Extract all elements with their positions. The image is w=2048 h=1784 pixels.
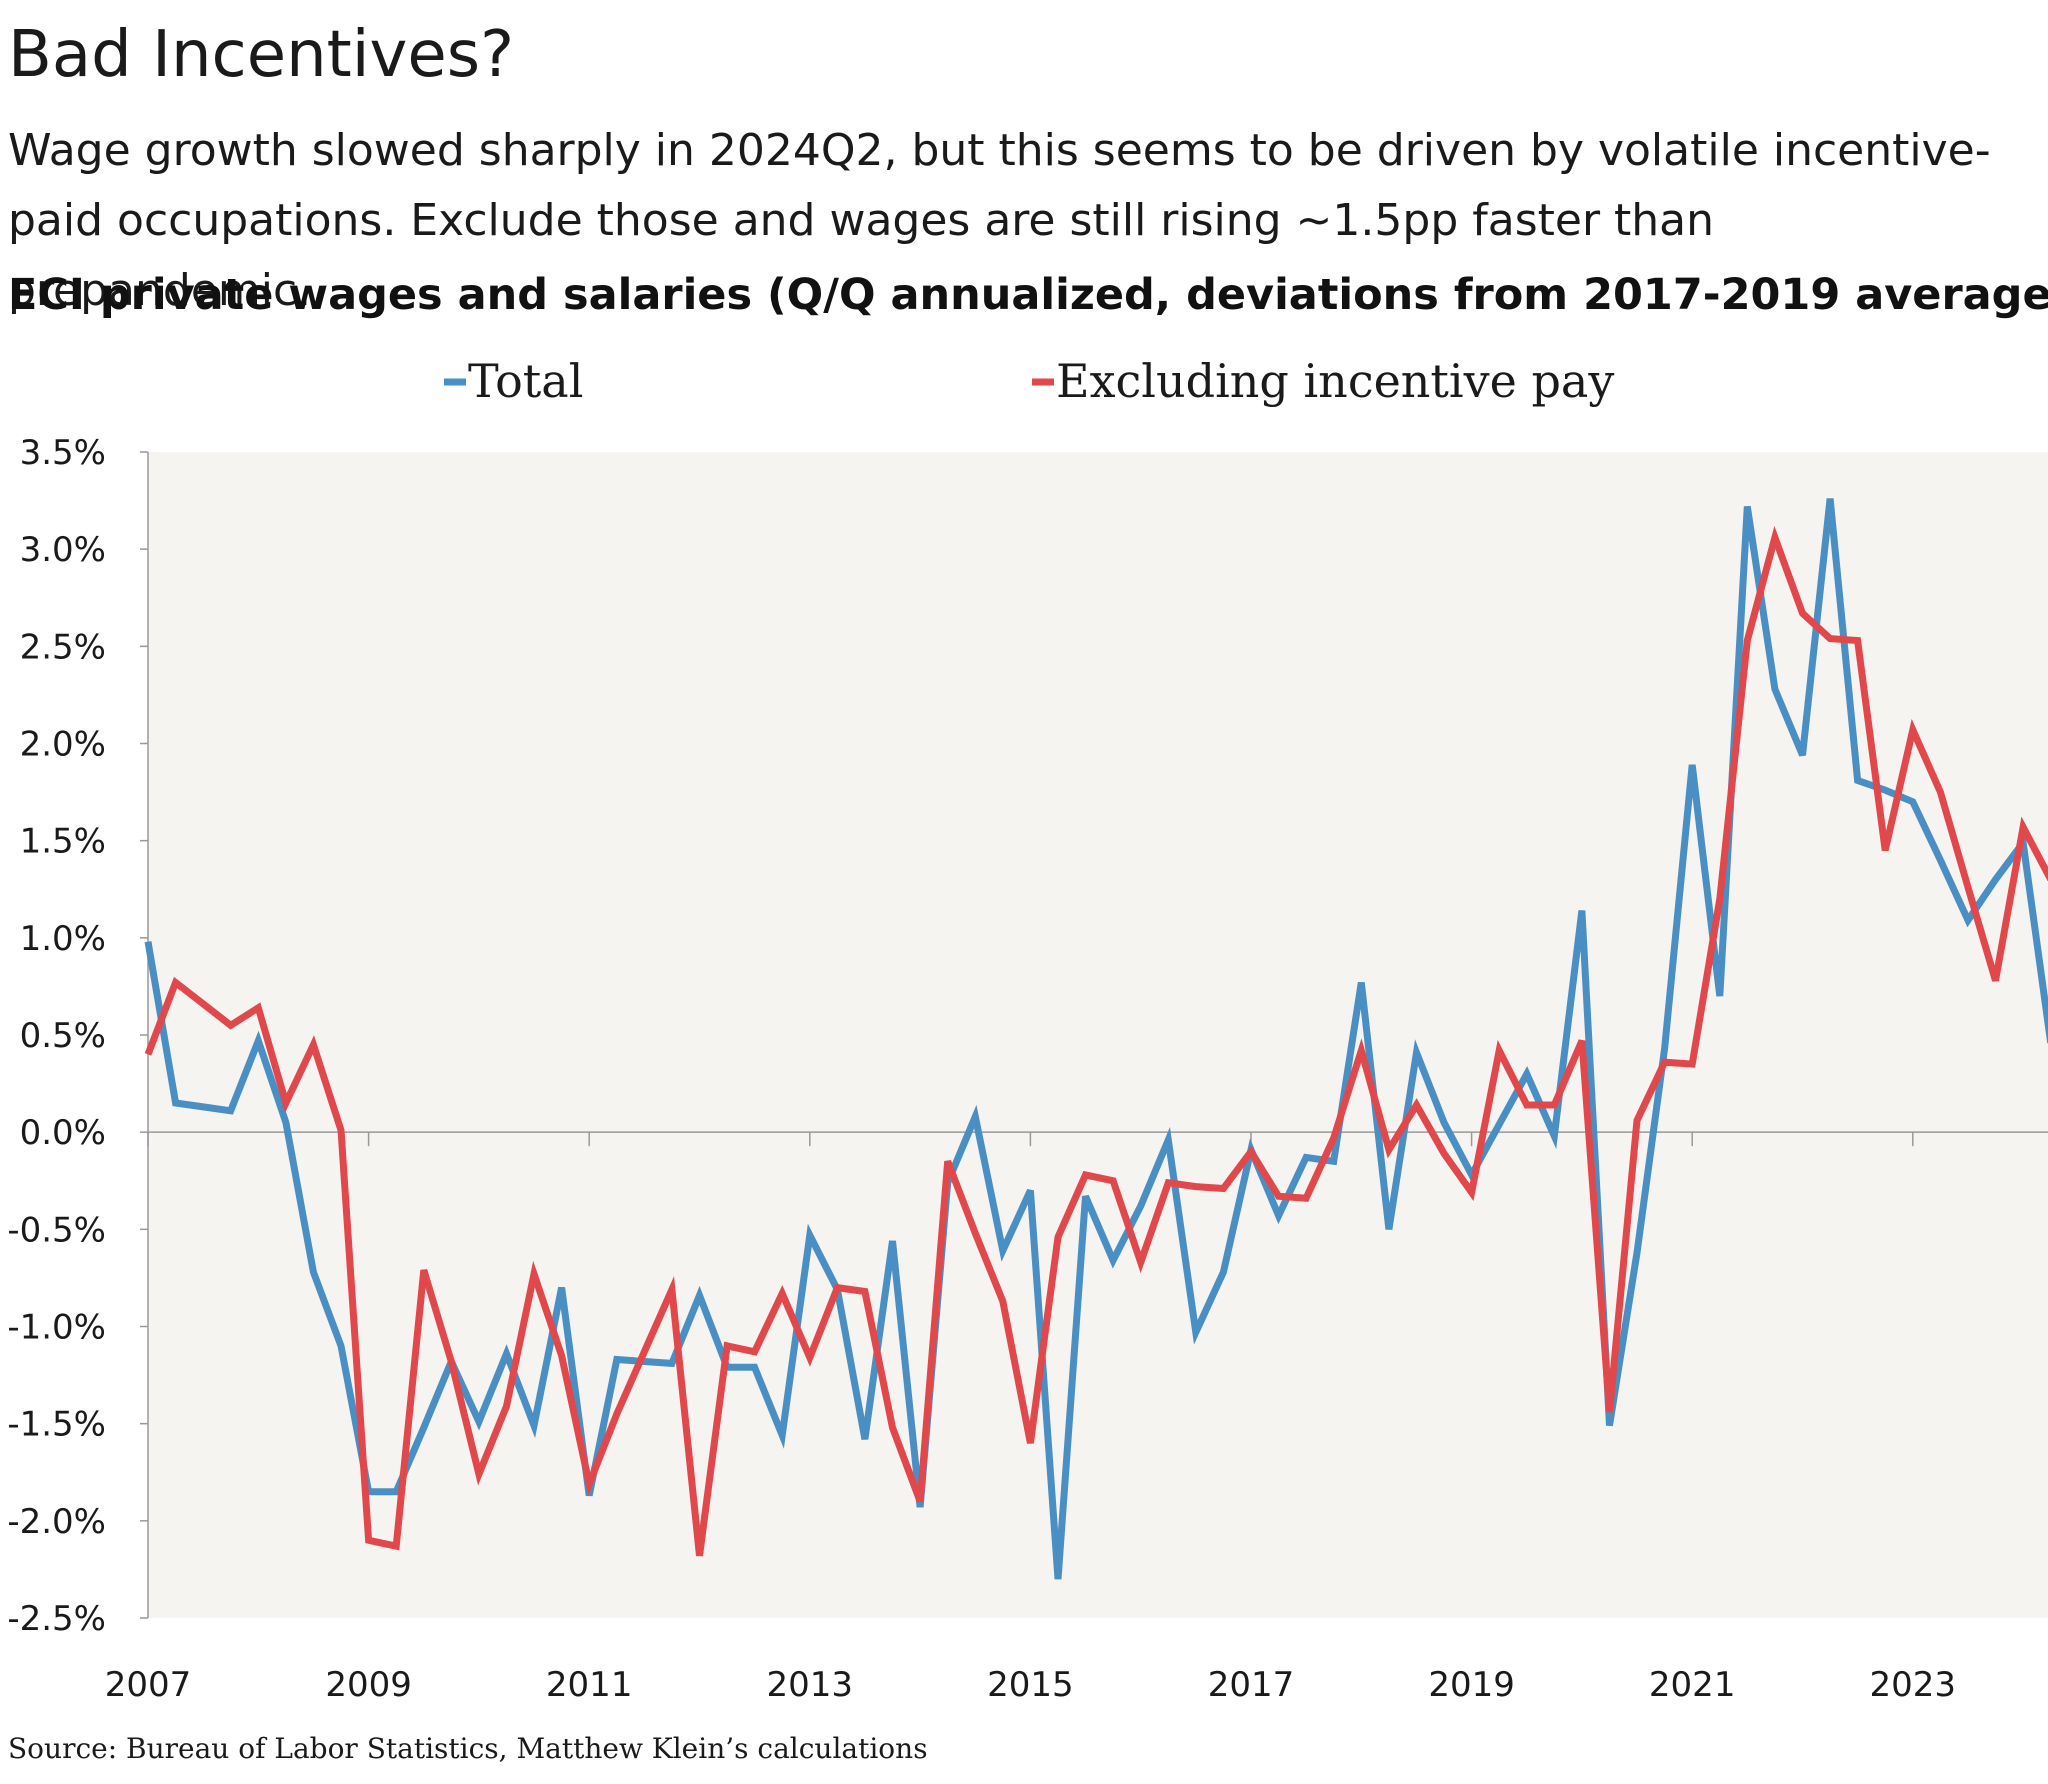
y-tick-label: 2.5% bbox=[20, 627, 106, 667]
y-tick-label: 0.5% bbox=[20, 1016, 106, 1056]
line-chart: Total Excluding incentive pay 3.5% 3.0% 2.5… bbox=[7, 354, 2048, 1705]
x-tick-label: 2015 bbox=[987, 1665, 1074, 1705]
excluding-incentive-series-line bbox=[144, 525, 2048, 1557]
page-subtitle: Wage growth slowed sharply in 2024Q2, bu… bbox=[8, 125, 1991, 316]
x-tick-label: 2019 bbox=[1428, 1665, 1515, 1705]
x-tick-label: 2011 bbox=[546, 1665, 633, 1705]
y-tick-label: -2.5% bbox=[7, 1599, 106, 1639]
chart-heading: ECI private wages and salaries (Q/Q annu… bbox=[8, 270, 2048, 320]
legend-label: Excluding incentive pay bbox=[1056, 354, 1614, 408]
x-tick-label: 2023 bbox=[1870, 1665, 1957, 1705]
y-tick-label: -0.5% bbox=[7, 1210, 106, 1250]
y-tick-label: 1.5% bbox=[20, 822, 106, 862]
page-title: Bad Incentives? bbox=[8, 18, 515, 92]
legend-label: Total bbox=[468, 354, 583, 408]
axes bbox=[140, 451, 2048, 1619]
x-tick-label: 2021 bbox=[1649, 1665, 1736, 1705]
y-tick-label: 3.0% bbox=[20, 530, 106, 570]
y-tick-label: 3.5% bbox=[20, 433, 106, 473]
series-lines bbox=[144, 498, 2048, 1580]
y-tick-label: -1.5% bbox=[7, 1405, 106, 1445]
x-axis-labels: 2007 2009 2011 2013 2015 2017 2019 2021 2023 bbox=[105, 1665, 1956, 1705]
source-note: Source: Bureau of Labor Statistics, Matt… bbox=[8, 1732, 928, 1765]
y-tick-label: 1.0% bbox=[20, 919, 106, 959]
x-tick-label: 2017 bbox=[1208, 1665, 1295, 1705]
x-tick-label: 2009 bbox=[325, 1665, 412, 1705]
y-axis-labels: 3.5% 3.0% 2.5% 2.0% 1.5% 1.0% 0.5% 0.0% -0.5% -1.… bbox=[7, 433, 106, 1639]
x-tick-label: 2007 bbox=[105, 1665, 192, 1705]
chart-legend: Total Excluding incentive pay bbox=[444, 354, 1614, 408]
y-tick-label: -2.0% bbox=[7, 1502, 106, 1542]
y-tick-label: 0.0% bbox=[20, 1113, 106, 1153]
y-tick-label: 2.0% bbox=[20, 725, 106, 765]
y-tick-label: -1.0% bbox=[7, 1308, 106, 1348]
x-tick-label: 2013 bbox=[767, 1665, 854, 1705]
